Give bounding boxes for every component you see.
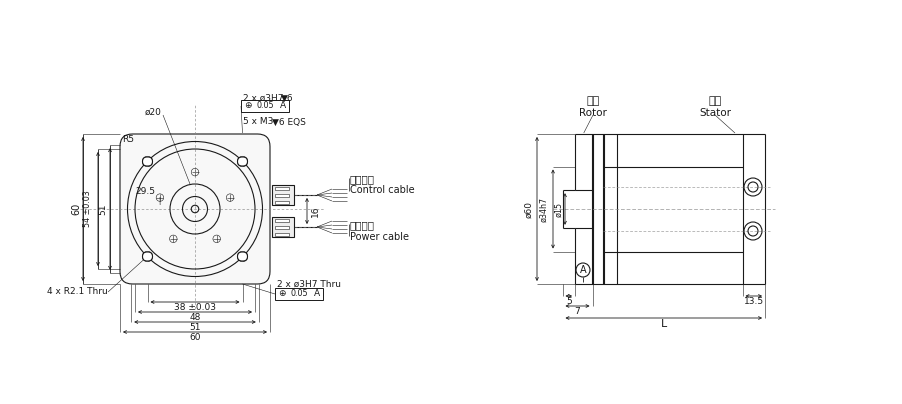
Text: 0.05: 0.05	[257, 101, 274, 111]
Text: R5: R5	[122, 135, 134, 145]
Text: 转子: 转子	[586, 96, 600, 106]
Text: A: A	[580, 265, 586, 275]
Text: ø20: ø20	[144, 107, 161, 116]
Bar	[275, 225, 289, 229]
Text: 38 ±0.03: 38 ±0.03	[174, 303, 216, 311]
Text: A: A	[280, 101, 286, 111]
Text: 5 x M3: 5 x M3	[243, 118, 273, 126]
Bar	[272, 217, 294, 237]
Bar	[275, 219, 289, 221]
Text: 16: 16	[310, 205, 319, 217]
Bar	[275, 232, 289, 236]
Text: 2 x ø3H7 Thru: 2 x ø3H7 Thru	[277, 280, 341, 288]
Bar	[275, 194, 289, 196]
Text: 60: 60	[71, 203, 81, 215]
Text: 4 x R2.1 Thru: 4 x R2.1 Thru	[47, 288, 108, 297]
Text: 51: 51	[98, 203, 107, 215]
Text: 29.5: 29.5	[135, 187, 155, 196]
Bar	[275, 200, 289, 204]
Text: ▼6: ▼6	[281, 93, 294, 103]
Text: ▼6 EQS: ▼6 EQS	[272, 118, 306, 126]
Text: 定子: 定子	[708, 96, 722, 106]
Text: ø15: ø15	[555, 202, 564, 217]
Text: 动力电缆: 动力电缆	[350, 220, 375, 230]
Text: 13.5: 13.5	[743, 297, 764, 307]
Bar	[275, 288, 323, 300]
FancyBboxPatch shape	[143, 157, 152, 166]
Text: Stator: Stator	[699, 108, 731, 118]
Text: ø34h7: ø34h7	[539, 196, 548, 221]
Text: 7: 7	[575, 307, 580, 316]
Text: 60: 60	[189, 332, 201, 341]
FancyBboxPatch shape	[237, 252, 247, 261]
FancyBboxPatch shape	[120, 134, 270, 284]
Text: 0.05: 0.05	[290, 290, 308, 299]
Text: Control cable: Control cable	[350, 185, 415, 195]
Text: 54 ±0.03: 54 ±0.03	[84, 191, 93, 227]
Bar	[275, 187, 289, 189]
Text: 51: 51	[189, 322, 201, 332]
Text: 控制电缆: 控制电缆	[350, 174, 375, 184]
Text: ø60: ø60	[524, 200, 533, 217]
Text: 5: 5	[566, 297, 572, 307]
Text: Rotor: Rotor	[579, 108, 607, 118]
FancyBboxPatch shape	[237, 157, 247, 166]
FancyBboxPatch shape	[143, 252, 152, 261]
Bar	[272, 185, 294, 205]
Text: ⊕: ⊕	[278, 290, 286, 299]
Text: 2 x ø3H7: 2 x ø3H7	[243, 93, 283, 103]
Text: 48: 48	[189, 313, 200, 322]
Text: A: A	[313, 290, 319, 299]
Bar	[241, 100, 289, 112]
Text: L: L	[660, 319, 667, 329]
Text: Power cable: Power cable	[350, 232, 409, 242]
Text: ⊕: ⊕	[244, 101, 252, 111]
